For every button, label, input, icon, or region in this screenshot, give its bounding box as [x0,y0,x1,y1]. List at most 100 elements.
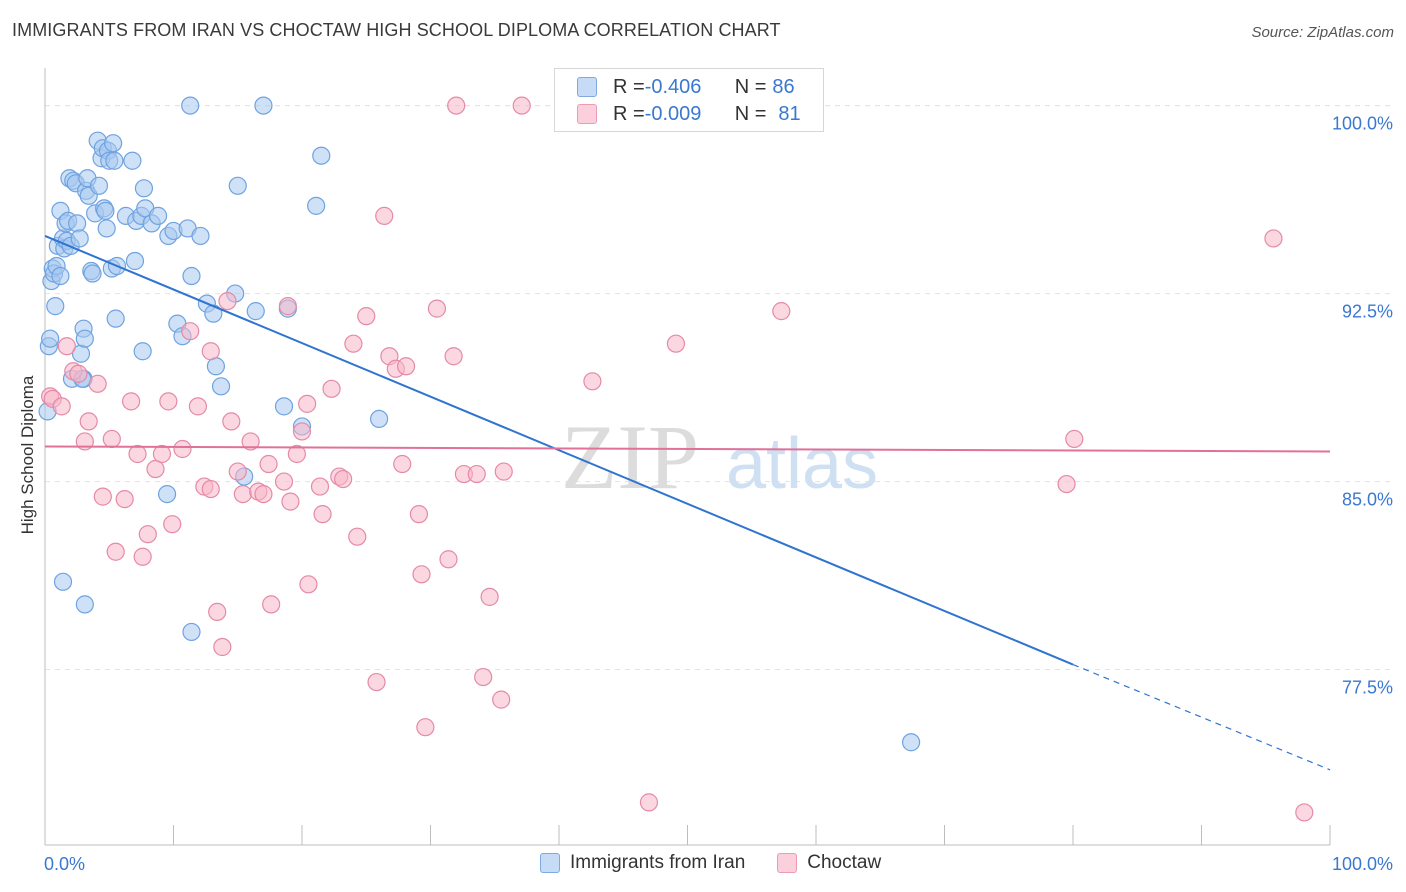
legend-swatch-choctaw [577,104,597,124]
choctaw-point [439,550,458,569]
choctaw-point [146,459,165,479]
choctaw-point [233,484,252,504]
choctaw-point [494,462,513,481]
iran-point [312,146,331,165]
source-label: Source: ZipAtlas.com [1251,24,1394,41]
choctaw-point [639,793,659,812]
choctaw-point [259,454,278,474]
iran-point [370,409,389,429]
choctaw-point [310,477,330,496]
choctaw-point [367,672,386,692]
iran-point [307,196,326,215]
choctaw-point [348,527,367,546]
choctaw-point [666,334,686,353]
legend-row-choctaw: R = -0.009 N = 81 [577,102,801,126]
x-tick-label: 100.0% [1332,854,1393,874]
choctaw-point [138,525,157,544]
iran-point [75,329,94,348]
legend-swatch-iran [540,853,560,873]
iran-point [75,595,94,614]
choctaw-point [299,575,318,594]
iran-point [96,201,115,220]
iran-trend-line [44,235,1074,666]
axes [44,68,1331,846]
x-tick-label: 0.0% [44,854,85,874]
legend-n-label: N = [734,102,767,125]
legend-r-label: R = [613,102,645,125]
choctaw-point [121,392,141,411]
iran-point [46,297,65,316]
choctaw-point [357,307,376,326]
choctaw-point [128,444,147,464]
legend-label-iran: Immigrants from Iran [570,852,746,873]
choctaw-point [292,422,312,441]
choctaw-point [262,595,281,614]
legend-r-label: R = [613,75,645,98]
iran-trend-extension [1072,663,1331,771]
iran-point [70,229,89,248]
iran-point [901,733,921,752]
iran-point [182,622,201,642]
choctaw-point [344,334,363,353]
choctaw-point [173,439,192,459]
iran-point [274,397,294,416]
choctaw-point [106,542,125,561]
iran-point [134,179,154,198]
choctaw-point [201,479,220,499]
watermark: ZIP atlas [561,406,878,508]
choctaw-point [467,464,486,484]
choctaw-point [281,492,300,511]
stats-legend: R = -0.406 N = 86 R = -0.009 N = 81 [554,68,824,132]
choctaw-point [102,429,121,449]
choctaw-point [474,667,493,687]
data-points [38,96,1314,822]
choctaw-point [222,412,241,431]
iran-point [123,151,142,170]
choctaw-point [57,337,76,356]
iran-point [191,226,210,246]
y-tick-label: 92.5% [1342,302,1393,322]
choctaw-point [313,505,332,524]
choctaw-point [181,322,200,341]
iran-point [182,266,201,286]
iran-point [104,134,123,153]
choctaw-point [396,357,416,376]
iran-point [148,206,168,225]
choctaw-point [115,490,134,509]
y-tick-label: 100.0% [1332,114,1393,134]
choctaw-point [159,392,178,411]
legend-item-iran: Immigrants from Iran [540,852,745,874]
iran-point [83,264,102,283]
iran-point [125,251,145,271]
legend-swatch-iran [577,77,597,97]
choctaw-point [201,342,220,361]
iran-point [133,342,152,361]
choctaw-point [188,397,208,416]
series-legend: Immigrants from Iran Choctaw [540,852,913,874]
watermark-atlas: atlas [726,424,878,504]
legend-r-value: -0.009 [644,102,702,125]
legend-r-value: -0.406 [644,75,702,98]
choctaw-point [1264,229,1283,248]
choctaw-point [416,718,435,737]
choctaw-point [334,469,353,489]
iran-point [157,484,177,504]
choctaw-point [427,299,447,318]
y-tick-label: 85.0% [1342,490,1393,510]
iran-point [211,377,231,396]
iran-point [228,176,247,195]
gridlines [45,105,1395,671]
iran-point [106,309,125,328]
choctaw-point [93,487,112,506]
iran-point [105,151,124,170]
choctaw-point [375,206,394,225]
watermark-zip: ZIP [561,406,699,508]
choctaw-point [412,565,431,584]
iran-point [68,214,87,233]
y-tick-label: 77.5% [1342,678,1393,698]
chart-title: IMMIGRANTS FROM IRAN VS CHOCTAW HIGH SCH… [12,20,781,40]
choctaw-point [218,292,237,311]
legend-n-label: N = [734,75,767,98]
choctaw-point [1057,474,1076,494]
